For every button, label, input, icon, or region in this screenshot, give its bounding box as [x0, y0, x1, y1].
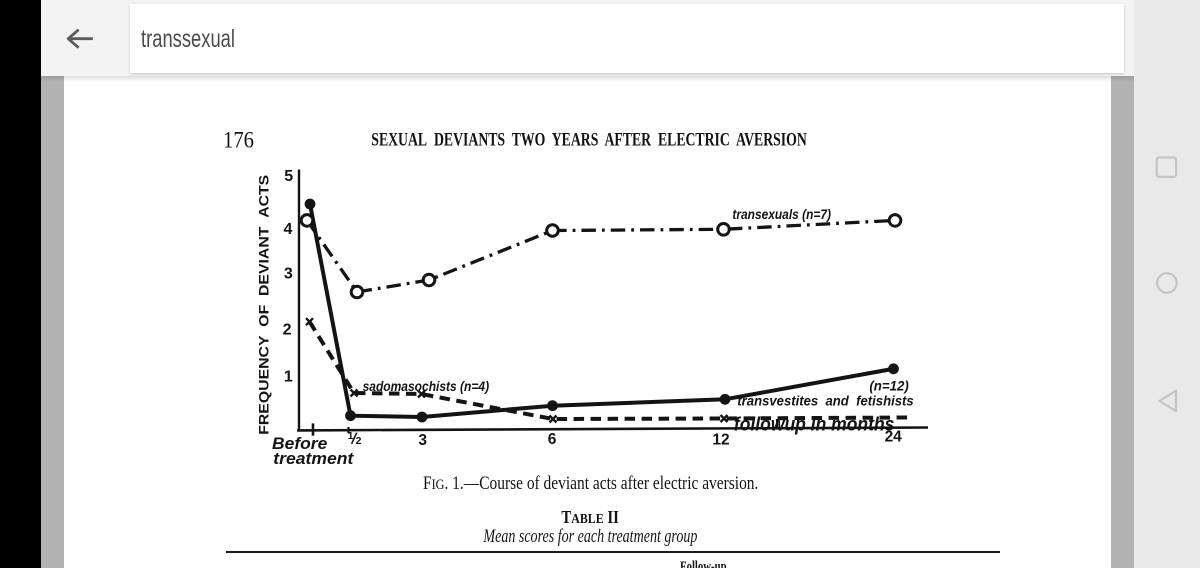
- svg-text:6: 6: [548, 431, 557, 448]
- svg-text:(n=12): (n=12): [869, 379, 909, 394]
- svg-text:Before: Before: [272, 434, 327, 453]
- svg-text:5: 5: [284, 168, 293, 185]
- svg-text:4: 4: [283, 221, 292, 238]
- svg-text:transexuals (n=7): transexuals (n=7): [732, 206, 831, 222]
- svg-text:Mean scores for each treatment: Mean scores for each treatment group: [483, 526, 698, 547]
- svg-text:176: 176: [223, 128, 254, 154]
- svg-text:transvestites and fetishists: transvestites and fetishists: [737, 393, 914, 409]
- svg-text:1: 1: [348, 430, 354, 442]
- svg-text:2: 2: [283, 322, 292, 339]
- svg-text:SEXUAL DEVIANTS TWO YEARS: SEXUAL DEVIANTS TWO YEARS AFTER ELECTRIC…: [371, 129, 807, 150]
- svg-text:2: 2: [356, 435, 362, 447]
- svg-text:12: 12: [712, 432, 729, 449]
- svg-text:TABLE II: TABLE II: [561, 507, 619, 527]
- svg-text:24: 24: [885, 429, 903, 446]
- svg-text:FIG. 1.—Course of deviant acts: FIG. 1.—Course of deviant acts after ele…: [423, 473, 758, 494]
- svg-text:sadomasochists (n=4): sadomasochists (n=4): [363, 378, 490, 394]
- svg-text:Follow-up: Follow-up: [680, 559, 727, 568]
- svg-text:1: 1: [284, 368, 293, 385]
- svg-text:treatment: treatment: [273, 449, 354, 468]
- svg-text:followup in months: followup in months: [734, 415, 895, 436]
- svg-text:3: 3: [418, 432, 427, 449]
- svg-text:FREQUENCY OF DEVIANT ACTS: FREQUENCY OF DEVIANT ACTS: [256, 175, 271, 435]
- svg-text:3: 3: [284, 266, 293, 283]
